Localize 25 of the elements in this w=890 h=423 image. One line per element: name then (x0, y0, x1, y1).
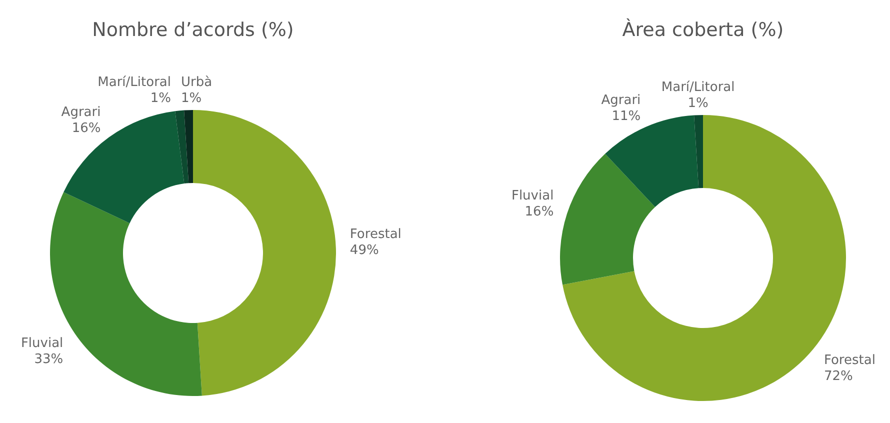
data-label: 72% (824, 369, 853, 384)
data-label: 11% (612, 108, 641, 124)
donut-slice (175, 110, 189, 184)
slice-label: Agrari (601, 92, 641, 108)
slice-label: Fluvial (20, 336, 64, 352)
slice-label: Forestal (824, 353, 876, 368)
donut-slice (560, 154, 656, 285)
donut-slice (694, 115, 703, 188)
slice-label: Marí/Litoral (661, 80, 735, 96)
donut-slice (184, 110, 193, 184)
chart-title: Àrea coberta (%) (622, 18, 784, 41)
data-label: 16% (524, 204, 554, 220)
slice-label: Marí/Litoral (98, 75, 171, 90)
slice-label: Urbà (181, 75, 212, 90)
data-label: 33% (34, 352, 64, 368)
donut-slice (193, 110, 336, 396)
data-label: 1% (150, 91, 171, 106)
slice-label: Agrari (61, 104, 101, 120)
data-label: 1% (181, 91, 202, 106)
slice-label: Fluvial (511, 188, 554, 204)
slice-label: Forestal (350, 227, 402, 242)
chart-title: Nombre d’acords (%) (92, 19, 294, 41)
data-label: 16% (72, 120, 101, 136)
data-label: 49% (350, 243, 379, 258)
data-label: 1% (688, 96, 708, 112)
